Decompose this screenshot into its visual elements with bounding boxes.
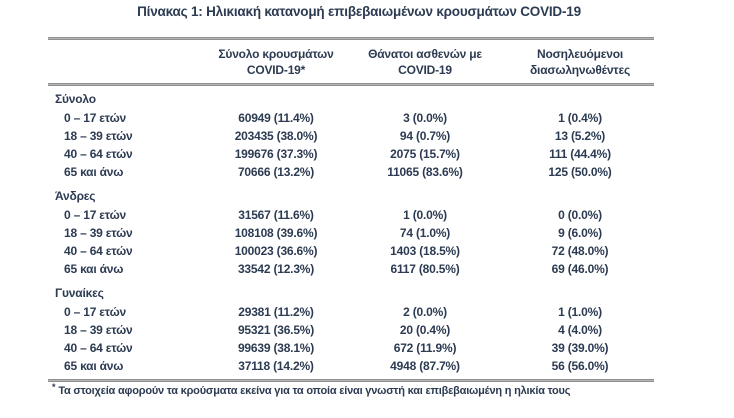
intubated-value: 0 (0.0%): [558, 208, 602, 222]
deaths-value: 1403 (18.5%): [390, 244, 460, 258]
header-deaths: Θάνατοι ασθενών με COVID-19: [344, 46, 506, 78]
section-men-label: Άνδρες: [55, 189, 96, 203]
table-row: 40 – 64 ετών 99639 (38.1%) 672 (11.9%) 3…: [48, 339, 654, 357]
age-group-label: 18 – 39 ετών: [64, 226, 133, 240]
age-group-label: 65 και άνω: [64, 262, 124, 276]
cases-value: 100023 (36.6%): [234, 244, 318, 258]
header-empty-cell: [48, 46, 208, 78]
table-title: Πίνακας 1: Ηλικιακή κατανομή επιβεβαιωμέ…: [137, 4, 581, 19]
table-row: 65 και άνω 37118 (14.2%) 4948 (87.7%) 56…: [48, 357, 654, 375]
footnote: * Τα στοιχεία αφορούν τα κρούσματα εκείνα…: [52, 382, 571, 397]
intubated-value: 69 (46.0%): [551, 262, 609, 276]
covid-age-distribution-table: Σύνολο κρουσμάτων COVID-19* Θάνατοι ασθε…: [48, 37, 654, 382]
header-total-cases-line1: Σύνολο κρουσμάτων: [218, 47, 334, 61]
intubated-value: 4 (4.0%): [558, 323, 602, 337]
deaths-value: 6117 (80.5%): [390, 262, 460, 276]
cases-value: 37118 (14.2%): [238, 359, 314, 373]
footnote-asterisk: *: [52, 382, 56, 392]
intubated-value: 125 (50.0%): [548, 165, 612, 179]
age-group-label: 40 – 64 ετών: [64, 244, 133, 258]
table-row: 0 – 17 ετών 60949 (11.4%) 3 (0.0%) 1 (0.…: [48, 109, 654, 127]
header-intubated-line1: Νοσηλευόμενοι: [537, 47, 623, 61]
deaths-value: 94 (0.7%): [399, 129, 451, 143]
table-header-row: Σύνολο κρουσμάτων COVID-19* Θάνατοι ασθε…: [48, 40, 654, 83]
deaths-value: 11065 (83.6%): [387, 165, 463, 179]
deaths-value: 2 (0.0%): [403, 305, 447, 319]
table-row: 18 – 39 ετών 95321 (36.5%) 20 (0.4%) 4 (…: [48, 321, 654, 339]
cases-value: 31567 (11.6%): [238, 208, 314, 222]
cases-value: 95321 (36.5%): [237, 323, 315, 337]
header-intubated: Νοσηλευόμενοι διασωληνωθέντες: [506, 46, 654, 78]
table-row: 0 – 17 ετών 29381 (11.2%) 2 (0.0%) 1 (1.…: [48, 303, 654, 321]
header-total-cases-line2: COVID-19*: [246, 63, 306, 77]
table-body: Σύνολο 0 – 17 ετών 60949 (11.4%) 3 (0.0%…: [48, 86, 654, 379]
cases-value: 29381 (11.2%): [238, 305, 314, 319]
cases-value: 108108 (39.6%): [234, 226, 318, 240]
age-group-label: 0 – 17 ετών: [64, 111, 127, 125]
age-group-label: 65 και άνω: [64, 165, 124, 179]
intubated-value: 1 (1.0%): [558, 305, 602, 319]
cases-value: 99639 (38.1%): [237, 341, 315, 355]
deaths-value: 672 (11.9%): [393, 341, 457, 355]
table-row: 65 και άνω 70666 (13.2%) 11065 (83.6%) 1…: [48, 163, 654, 181]
age-group-label: 0 – 17 ετών: [64, 208, 127, 222]
deaths-value: 1 (0.0%): [403, 208, 447, 222]
deaths-value: 2075 (15.7%): [390, 147, 460, 161]
age-group-label: 18 – 39 ετών: [64, 129, 133, 143]
header-deaths-line1: Θάνατοι ασθενών με: [368, 47, 482, 61]
cases-value: 33542 (12.3%): [237, 262, 315, 276]
table-row: 18 – 39 ετών 108108 (39.6%) 74 (1.0%) 9 …: [48, 224, 654, 242]
footnote-text: Τα στοιχεία αφορούν τα κρούσματα εκείνα …: [58, 385, 571, 397]
intubated-value: 9 (6.0%): [558, 226, 602, 240]
deaths-value: 74 (1.0%): [399, 226, 451, 240]
section-men: Άνδρες 0 – 17 ετών 31567 (11.6%) 1 (0.0%…: [48, 187, 654, 278]
cases-value: 199676 (37.3%): [234, 147, 318, 161]
table-row: 65 και άνω 33542 (12.3%) 6117 (80.5%) 69…: [48, 260, 654, 278]
intubated-value: 56 (56.0%): [551, 359, 609, 373]
intubated-value: 1 (0.4%): [558, 111, 602, 125]
table-row: 40 – 64 ετών 199676 (37.3%) 2075 (15.7%)…: [48, 145, 654, 163]
cases-value: 70666 (13.2%): [237, 165, 315, 179]
intubated-value: 111 (44.4%): [549, 147, 611, 161]
age-group-label: 40 – 64 ετών: [64, 147, 133, 161]
table-header-border: [48, 83, 654, 86]
header-deaths-line2: COVID-19: [398, 63, 452, 77]
section-women: Γυναίκες 0 – 17 ετών 29381 (11.2%) 2 (0.…: [48, 284, 654, 375]
intubated-value: 72 (48.0%): [551, 244, 609, 258]
intubated-value: 13 (5.2%): [554, 129, 606, 143]
age-group-label: 0 – 17 ετών: [64, 305, 127, 319]
cases-value: 203435 (38.0%): [234, 129, 318, 143]
age-group-label: 40 – 64 ετών: [64, 341, 133, 355]
header-total-cases: Σύνολο κρουσμάτων COVID-19*: [208, 46, 344, 78]
age-group-label: 65 και άνω: [64, 359, 124, 373]
header-intubated-line2: διασωληνωθέντες: [529, 63, 630, 77]
table-row: 40 – 64 ετών 100023 (36.6%) 1403 (18.5%)…: [48, 242, 654, 260]
deaths-value: 3 (0.0%): [403, 111, 447, 125]
section-total: Σύνολο 0 – 17 ετών 60949 (11.4%) 3 (0.0%…: [48, 90, 654, 181]
table-top-border: [48, 37, 654, 40]
section-total-label: Σύνολο: [55, 92, 96, 106]
intubated-value: 39 (39.0%): [551, 341, 609, 355]
section-women-label: Γυναίκες: [55, 286, 104, 300]
deaths-value: 4948 (87.7%): [390, 359, 460, 373]
cases-value: 60949 (11.4%): [238, 111, 314, 125]
deaths-value: 20 (0.4%): [399, 323, 451, 337]
table-row: 18 – 39 ετών 203435 (38.0%) 94 (0.7%) 13…: [48, 127, 654, 145]
table-bottom-border: [48, 379, 654, 382]
age-group-label: 18 – 39 ετών: [64, 323, 133, 337]
table-row: 0 – 17 ετών 31567 (11.6%) 1 (0.0%) 0 (0.…: [48, 206, 654, 224]
